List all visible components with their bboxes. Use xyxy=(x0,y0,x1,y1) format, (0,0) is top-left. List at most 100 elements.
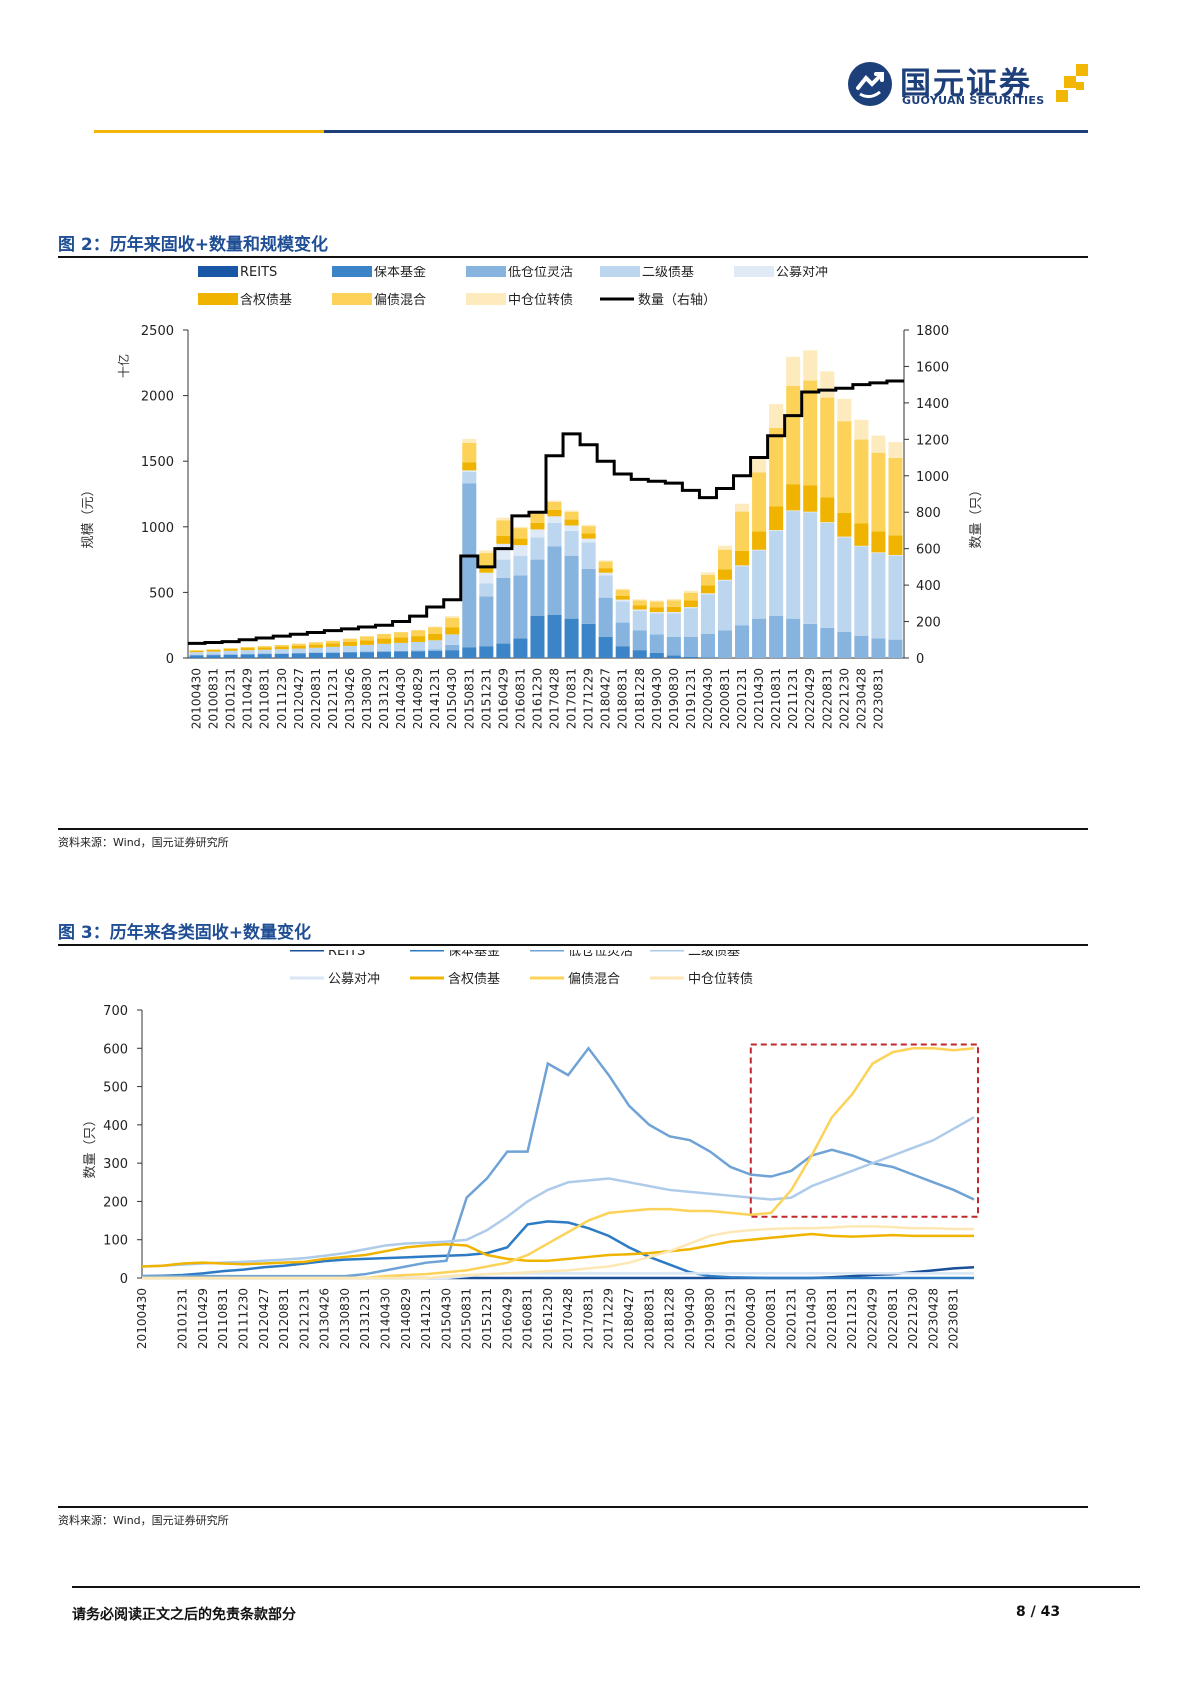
bar-segment xyxy=(394,651,409,658)
x-tick-label: 20220831 xyxy=(886,1288,900,1349)
bar-segment xyxy=(735,511,750,551)
bar-segment xyxy=(308,647,323,653)
bar-segment xyxy=(717,580,733,631)
bar-segment xyxy=(240,653,255,655)
bar-segment xyxy=(223,654,238,655)
bar-segment xyxy=(496,643,511,658)
bar-segment xyxy=(735,566,750,626)
bar-segment xyxy=(445,644,460,651)
series-line xyxy=(141,1232,974,1268)
bar-segment xyxy=(717,549,733,570)
bar-segment xyxy=(257,653,272,655)
bar-segment xyxy=(377,633,392,639)
y-tick-label: 0 xyxy=(166,652,174,667)
y-tick-label: 400 xyxy=(103,1119,128,1134)
bar-segment xyxy=(598,560,613,562)
bar-segment xyxy=(496,517,511,521)
bar-segment xyxy=(547,614,562,658)
bar-segment xyxy=(803,512,818,624)
bar-segment xyxy=(820,397,835,498)
bar-segment xyxy=(581,538,596,543)
series-line xyxy=(142,1047,975,1280)
bar-segment xyxy=(786,510,801,512)
bar-segment xyxy=(581,542,596,569)
bar-segment xyxy=(598,575,613,598)
y-tick-label: 100 xyxy=(103,1234,128,1249)
bar-segment xyxy=(411,650,426,652)
logo-mark-icon xyxy=(848,62,892,106)
x-tick-label: 20110429 xyxy=(241,668,255,729)
legend-label: 中仓位转债 xyxy=(688,972,753,987)
bar-segment xyxy=(479,646,494,658)
y2-tick-label: 0 xyxy=(916,652,924,667)
x-tick-label: 20150430 xyxy=(445,668,459,729)
x-tick-label: 20200831 xyxy=(718,668,732,729)
bar-segment xyxy=(530,537,545,560)
bar-segment xyxy=(615,601,630,623)
bar-segment xyxy=(683,592,698,601)
bar-segment xyxy=(513,545,528,556)
legend-label: 数量（右轴） xyxy=(638,293,716,308)
x-tick-label: 20230831 xyxy=(947,1288,961,1349)
bar-segment xyxy=(666,606,681,613)
bar-segment xyxy=(854,419,869,440)
bar-segment xyxy=(871,435,886,453)
x-tick-label: 20190830 xyxy=(703,1288,717,1349)
bar-segment xyxy=(428,626,443,628)
bar-segment xyxy=(428,633,443,641)
bar-segment xyxy=(445,616,460,618)
x-tick-label: 20140829 xyxy=(399,1288,413,1349)
bar-segment xyxy=(666,613,681,638)
y-tick-label: 1500 xyxy=(141,455,174,470)
y-tick-label: 500 xyxy=(149,586,174,601)
x-tick-label: 20151231 xyxy=(480,1288,494,1349)
bar-segment xyxy=(530,616,545,658)
bar-segment xyxy=(547,501,562,510)
bar-segment xyxy=(871,553,886,639)
x-tick-label: 20161230 xyxy=(530,668,544,729)
bar-segment xyxy=(513,526,528,529)
bar-segment xyxy=(769,616,784,658)
x-tick-label: 20211231 xyxy=(845,1288,859,1349)
bar-segment xyxy=(700,633,715,658)
bar-segment xyxy=(666,655,681,658)
bar-segment xyxy=(479,550,494,554)
bar-segment xyxy=(803,485,818,512)
bar-segment xyxy=(820,522,835,523)
x-tick-label: 20200430 xyxy=(744,1288,758,1349)
bar-segment xyxy=(547,500,562,502)
bar-segment xyxy=(598,637,613,658)
figure3-title: 图 3：历年来各类固收+数量变化 xyxy=(58,923,311,943)
bar-segment xyxy=(308,653,323,658)
x-tick-label: 20101231 xyxy=(224,668,238,729)
figure2-bottom-rule xyxy=(58,828,1088,830)
bar-segment xyxy=(445,627,460,635)
legend-label: 低仓位灵活 xyxy=(508,266,573,280)
bar-segment xyxy=(700,594,715,634)
y2-tick-label: 600 xyxy=(916,543,941,558)
bar-segment xyxy=(871,552,886,554)
bar-segment xyxy=(189,650,204,653)
bar-segment xyxy=(854,635,869,658)
bar-segment xyxy=(325,652,340,658)
bar-segment xyxy=(291,648,306,653)
x-tick-label: 20111230 xyxy=(236,1288,250,1349)
bar-segment xyxy=(666,598,681,601)
x-tick-label: 20160429 xyxy=(500,1288,514,1349)
x-tick-label: 20160831 xyxy=(513,668,527,729)
figure2-source: 资料来源：Wind，国元证券研究所 xyxy=(58,836,229,849)
bar-segment xyxy=(530,522,545,530)
logo-english-text: GUOYUAN SECURITIES xyxy=(902,94,1045,107)
bar-segment xyxy=(649,613,664,635)
x-tick-label: 20181228 xyxy=(663,1288,677,1349)
bar-segment xyxy=(206,649,221,652)
bar-segment xyxy=(189,655,204,658)
bar-segment xyxy=(342,641,357,646)
bar-segment xyxy=(615,589,630,596)
bar-segment xyxy=(257,649,272,654)
bar-segment xyxy=(803,350,818,381)
y-tick-label: 600 xyxy=(103,1042,128,1057)
bar-segment xyxy=(632,599,647,601)
figure2-top-rule xyxy=(58,256,1088,258)
